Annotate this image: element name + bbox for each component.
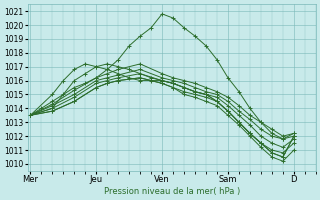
X-axis label: Pression niveau de la mer( hPa ): Pression niveau de la mer( hPa ): [104, 187, 240, 196]
